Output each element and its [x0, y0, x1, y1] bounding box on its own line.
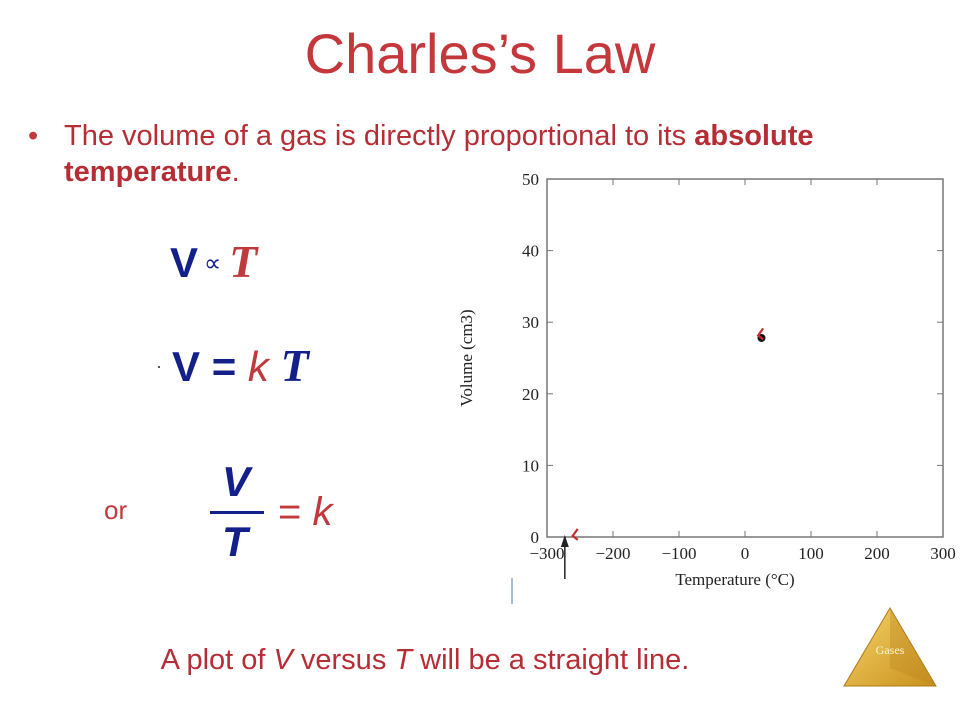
x-axis-label: Temperature (°C): [675, 570, 794, 589]
y-axis-label: Volume (cm3): [457, 309, 476, 406]
x-tick-label: 100: [798, 544, 824, 563]
red-mark: [571, 528, 579, 541]
chart-layer: −300 −200 −100 0 100 200 300 0 10 20 30 40 50 Tempera…: [457, 170, 956, 604]
caption: A plot of V versus T will be a straight …: [0, 644, 850, 677]
fraction-equals-k: = k: [278, 490, 332, 535]
y-tick-label: 20: [522, 385, 539, 404]
x-tick-label: 300: [930, 544, 956, 563]
eq3-equals: =: [278, 490, 302, 534]
equation-proportional: V ∝ T: [170, 236, 257, 296]
bullet-text-start: The volume of a gas is directly proporti…: [64, 120, 695, 152]
fraction-bar: [210, 511, 264, 514]
x-tick-label: 0: [741, 544, 750, 563]
fraction-numerator: V: [222, 458, 251, 505]
proportional-symbol: ∝: [204, 250, 222, 277]
bullet-text-end: .: [231, 156, 240, 188]
caption-part2: versus: [292, 644, 395, 676]
eq2-equals: =: [211, 343, 237, 390]
caption-T: T: [394, 644, 413, 676]
y-tick-label: 50: [522, 170, 539, 189]
x-tick-label: −100: [661, 544, 696, 563]
small-mark: [158, 366, 160, 368]
eq2-T: T: [280, 340, 309, 391]
x-tick-label: 200: [864, 544, 890, 563]
or-label: or: [104, 495, 128, 525]
y-tick-label: 40: [522, 242, 539, 261]
x-tick-label: −300: [529, 544, 564, 563]
caption-V: V: [273, 644, 293, 676]
bullet-text: The volume of a gas is directly proporti…: [64, 118, 884, 190]
y-tick-label: 30: [522, 313, 539, 332]
bullet-text-bold: absolute temperature: [64, 120, 814, 188]
caption-part1: A plot of: [160, 644, 274, 676]
caption-part3: will be a straight line.: [412, 644, 690, 676]
logo-label: Gases: [875, 643, 905, 657]
eq1-T: T: [229, 236, 258, 287]
eq3-k: k: [312, 490, 333, 534]
x-tick-label: −200: [595, 544, 630, 563]
eq2-V: V: [172, 343, 201, 390]
y-tick-label: 0: [531, 528, 540, 547]
eq2-k: k: [247, 343, 269, 390]
bullet-marker: •: [28, 120, 39, 152]
gases-logo-pyramid: [843, 607, 937, 687]
plot-frame: [546, 178, 944, 538]
slide-title: Charles’s Law: [304, 22, 656, 85]
arrow-head: [560, 535, 569, 547]
fraction-denominator: T: [222, 518, 248, 565]
red-mark: [756, 327, 765, 341]
volume-temperature-chart: −300 −200 −100 0 100 200 300 0 10 20 30 40 50 Tempera…: [457, 170, 956, 604]
y-tick-label: 10: [522, 456, 539, 475]
equation-constant: V = k T: [172, 340, 309, 393]
eq1-V: V: [170, 239, 199, 286]
